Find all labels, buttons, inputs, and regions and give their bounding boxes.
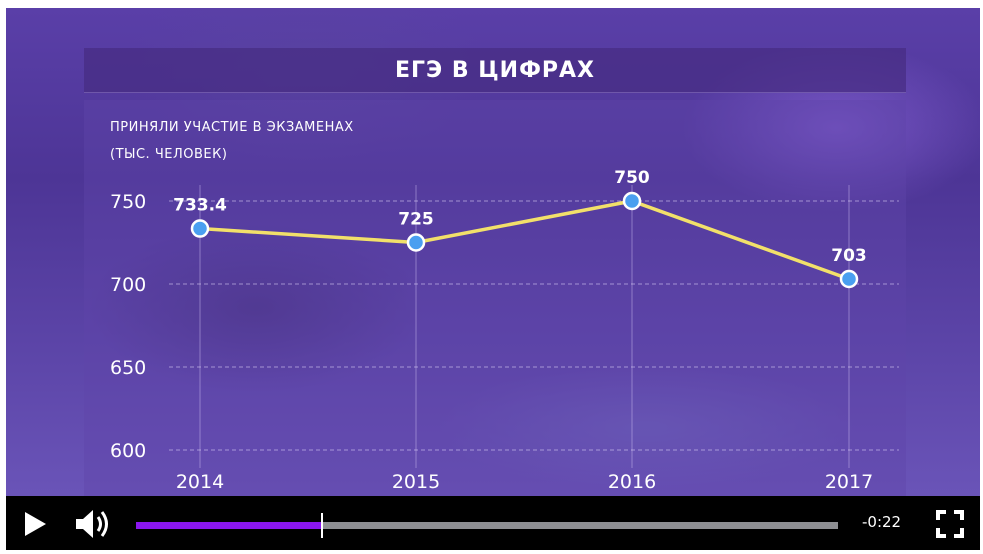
data-point-2016: [622, 191, 642, 211]
fullscreen-button[interactable]: [936, 510, 964, 538]
y-tick-label-600: 600: [110, 440, 146, 462]
data-label-2014: 733.4: [173, 196, 227, 216]
data-point-2017: [839, 269, 859, 289]
x-tick-label-2016: 2016: [608, 471, 656, 493]
x-tick-label-2017: 2017: [825, 471, 873, 493]
y-tick-label-650: 650: [110, 357, 146, 379]
chart-subtitle-line-1: ПРИНЯЛИ УЧАСТИЕ В ЭКЗАМЕНАХ: [110, 120, 354, 135]
volume-button[interactable]: [74, 508, 116, 540]
y-tick-label-750: 750: [110, 191, 146, 213]
play-button[interactable]: [20, 510, 48, 538]
chart-subtitle-line-2: (ТЫС. ЧЕЛОВЕК): [110, 147, 227, 162]
x-tick-label-2015: 2015: [392, 471, 440, 493]
y-tick-label-700: 700: [110, 274, 146, 296]
progress-fill: [136, 522, 323, 529]
chart-title: ЕГЭ В ЦИФРАХ: [394, 57, 596, 83]
progress-handle[interactable]: [321, 513, 324, 538]
series-line: [199, 199, 850, 281]
chart-title-bar: ЕГЭ В ЦИФРАХ: [84, 48, 906, 93]
time-remaining: -0:22: [862, 513, 902, 531]
player-controls: -0:22: [6, 496, 980, 550]
data-label-2017: 703: [831, 246, 867, 266]
fullscreen-icon: [936, 510, 964, 538]
play-icon: [25, 512, 46, 536]
line-chart: ПРИНЯЛИ УЧАСТИЕ В ЭКЗАМЕНАХ (ТЫС. ЧЕЛОВЕК…: [110, 120, 899, 493]
data-label-2016: 750: [614, 168, 650, 188]
volume-icon: [76, 510, 108, 538]
x-tick-label-2014: 2014: [176, 471, 224, 493]
data-label-2015: 725: [398, 210, 434, 230]
data-point-2014: [190, 219, 210, 238]
progress-bar[interactable]: [136, 513, 838, 538]
data-point-2015: [406, 233, 426, 252]
video-player[interactable]: ЕГЭ В ЦИФРАХ ПРИНЯЛИ УЧАСТИЕ В ЭКЗАМЕНАХ…: [6, 8, 980, 550]
video-frame[interactable]: ЕГЭ В ЦИФРАХ ПРИНЯЛИ УЧАСТИЕ В ЭКЗАМЕНАХ…: [6, 8, 980, 496]
chart-panel: ПРИНЯЛИ УЧАСТИЕ В ЭКЗАМЕНАХ (ТЫС. ЧЕЛОВЕК…: [84, 100, 906, 496]
